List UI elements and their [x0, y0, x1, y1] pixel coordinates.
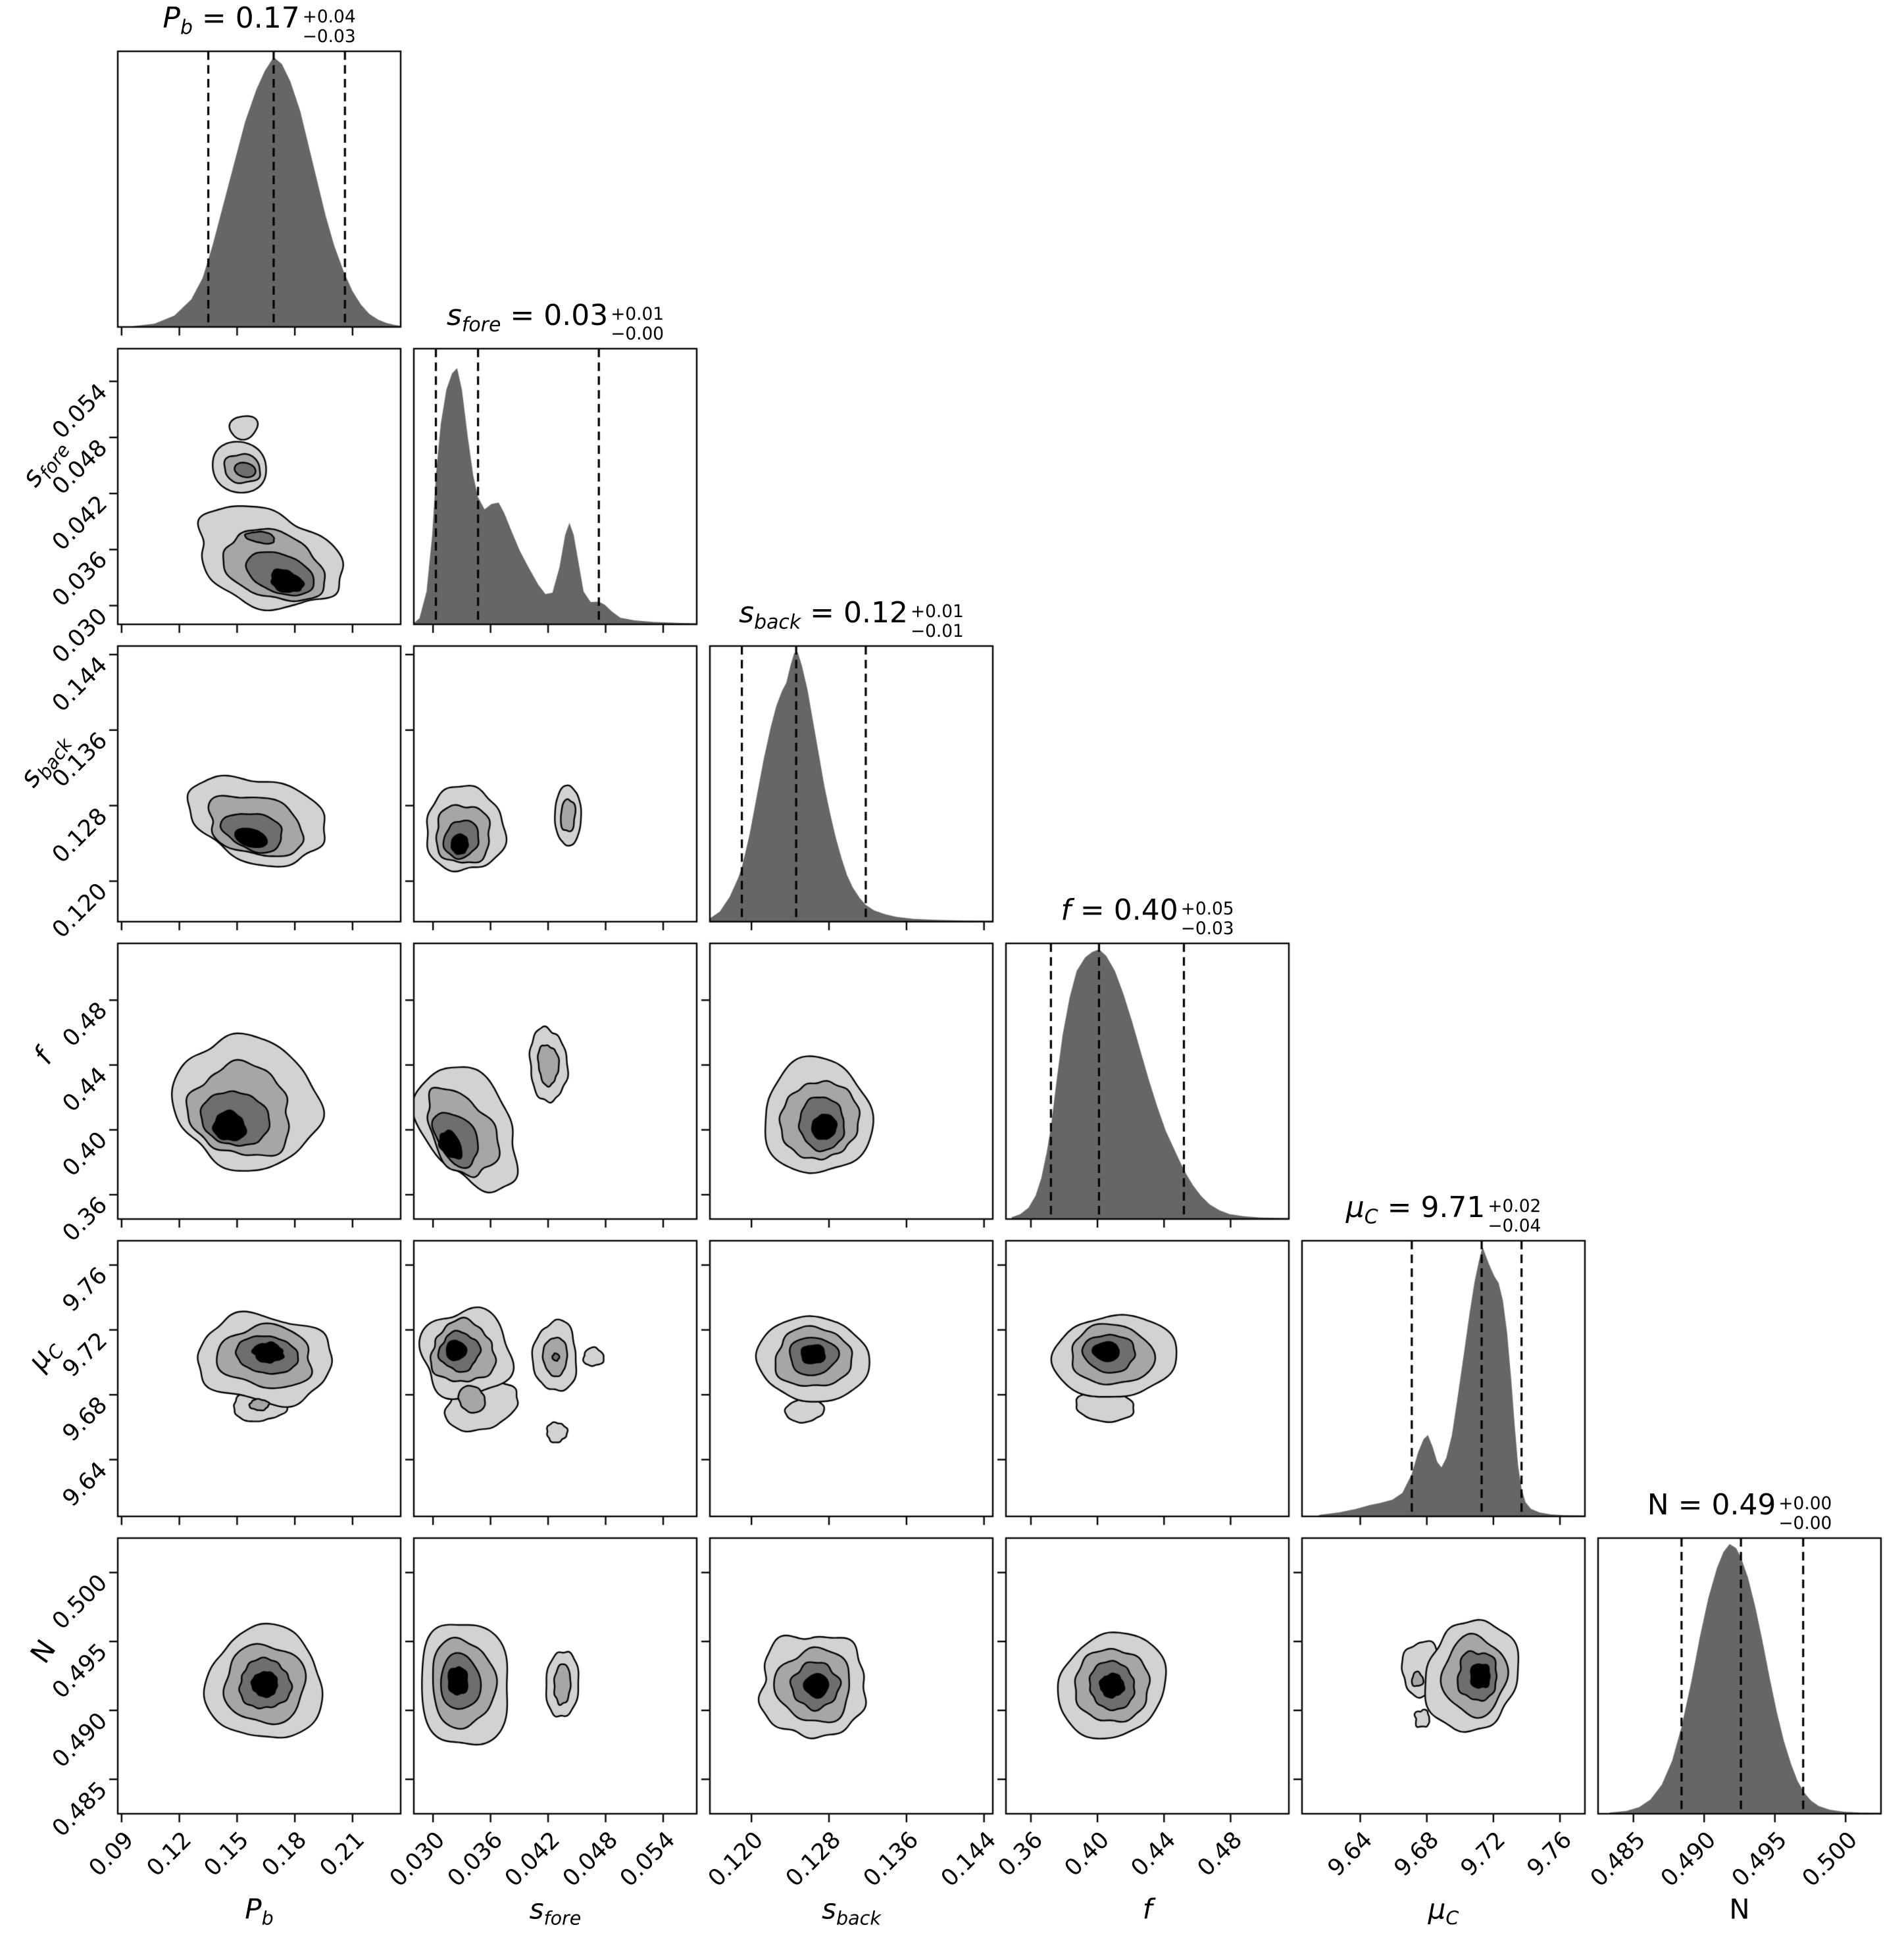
- corner-plot-canvas: [0, 0, 1904, 1944]
- corner-plot-figure: Pb = 0.17 +0.04 −0.03 sfore = 0.03 +0.01 −0.0…: [0, 0, 1904, 1944]
